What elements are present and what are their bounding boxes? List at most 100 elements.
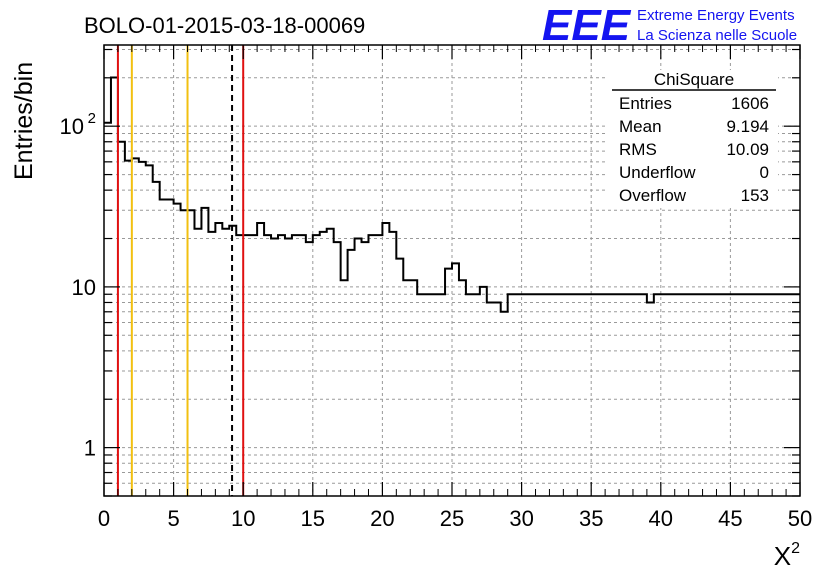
x-tick-label: 50 bbox=[788, 506, 812, 531]
histogram-bin bbox=[271, 239, 278, 496]
histogram-bin bbox=[459, 280, 466, 496]
x-tick-label: 10 bbox=[231, 506, 255, 531]
histogram-bin bbox=[675, 294, 682, 496]
histogram-bin bbox=[473, 294, 480, 496]
histogram-bin bbox=[487, 302, 494, 496]
histogram-bin bbox=[710, 294, 717, 496]
histogram-bin bbox=[222, 229, 229, 496]
histogram-bin bbox=[501, 312, 508, 496]
histogram-bin bbox=[696, 294, 703, 496]
histogram-bin bbox=[598, 294, 605, 496]
histogram-bin bbox=[570, 294, 577, 496]
stats-box-background bbox=[606, 70, 778, 208]
chart-title: BOLO-01-2015-03-18-00069 bbox=[84, 13, 365, 38]
histogram-bin bbox=[515, 294, 522, 496]
histogram-bin bbox=[382, 223, 389, 496]
histogram-bin bbox=[278, 235, 285, 496]
histogram-bin bbox=[723, 294, 730, 496]
histogram-bin bbox=[591, 294, 598, 496]
histogram-bin bbox=[355, 239, 362, 496]
eee-logo: EEE Extreme Energy Events La Scienza nel… bbox=[542, 1, 797, 50]
histogram-bin bbox=[181, 210, 188, 496]
eee-logo-line2: La Scienza nelle Scuole bbox=[637, 27, 797, 44]
histogram-bin bbox=[174, 204, 181, 496]
histogram-bin bbox=[786, 294, 793, 496]
histogram-bin bbox=[452, 263, 459, 496]
histogram-bin bbox=[640, 294, 647, 496]
histogram-outline bbox=[104, 76, 800, 313]
histogram-bin bbox=[751, 294, 758, 496]
histogram-bin bbox=[368, 235, 375, 496]
histogram-bin bbox=[396, 259, 403, 496]
histogram-bin bbox=[313, 235, 320, 496]
histogram-bin bbox=[341, 280, 348, 496]
histogram-bin bbox=[188, 210, 195, 496]
histogram-bin bbox=[647, 302, 654, 496]
histogram-bin bbox=[682, 294, 689, 496]
histogram-bin bbox=[125, 161, 132, 496]
histogram-bin bbox=[348, 250, 355, 496]
histogram-bin bbox=[633, 294, 640, 496]
stats-rows: Entries 1606 Mean 9.194 RMS 10.09 Underflow 0 Ov… bbox=[619, 94, 769, 205]
histogram-bin bbox=[146, 165, 153, 496]
histogram-bin bbox=[257, 223, 264, 496]
x-tick-label: 0 bbox=[98, 506, 110, 531]
histogram-bin bbox=[542, 294, 549, 496]
histogram-bin bbox=[167, 199, 174, 496]
histogram-bin bbox=[389, 232, 396, 496]
histogram-bin bbox=[306, 242, 313, 496]
y-tick-label: 10 bbox=[72, 275, 96, 300]
y-tick-label: 10 bbox=[60, 114, 84, 139]
histogram-bin bbox=[619, 294, 626, 496]
stats-box: ChiSquare Entries 1606 Mean 9.194 RMS 10.09 Un… bbox=[606, 70, 778, 208]
histogram-bin bbox=[807, 294, 814, 496]
histogram-bin bbox=[424, 294, 431, 496]
histogram-bin bbox=[779, 294, 786, 496]
stats-label: Mean bbox=[619, 117, 662, 136]
x-tick-label: 25 bbox=[440, 506, 464, 531]
histogram-bin bbox=[654, 294, 661, 496]
histogram-bin bbox=[549, 294, 556, 496]
histogram-bin bbox=[104, 123, 111, 496]
x-tick-label: 15 bbox=[301, 506, 325, 531]
histogram-bin bbox=[758, 294, 765, 496]
stats-label: RMS bbox=[619, 140, 657, 159]
histogram-bin bbox=[243, 235, 250, 496]
eee-logo-mark: EEE bbox=[542, 1, 632, 50]
histogram-bars bbox=[104, 76, 821, 496]
histogram-bin bbox=[584, 294, 591, 496]
histogram-bin bbox=[772, 294, 779, 496]
histogram-bin bbox=[403, 280, 410, 496]
histogram-bin bbox=[285, 239, 292, 496]
stats-value: 153 bbox=[741, 186, 769, 205]
x-tick-labels: 0 5 10 15 20 25 30 35 40 45 50 bbox=[98, 506, 812, 531]
histogram-bin bbox=[194, 229, 201, 496]
histogram-bin bbox=[814, 294, 821, 496]
histogram-bin bbox=[703, 294, 710, 496]
histogram-bin bbox=[410, 280, 417, 496]
histogram-bin bbox=[208, 232, 215, 496]
x-axis-label-exponent: 2 bbox=[791, 540, 800, 557]
histogram-bin bbox=[299, 235, 306, 496]
histogram-bin bbox=[375, 235, 382, 496]
histogram-bin bbox=[626, 294, 633, 496]
histogram-bin bbox=[153, 182, 160, 496]
histogram-bin bbox=[800, 294, 807, 496]
marker-lines bbox=[116, 45, 245, 496]
histogram-bin bbox=[556, 294, 563, 496]
histogram-bin bbox=[522, 294, 529, 496]
y-axis-label: Entries/bin bbox=[10, 62, 38, 180]
x-tick-label: 20 bbox=[370, 506, 394, 531]
histogram-bin bbox=[264, 235, 271, 496]
histogram-bin bbox=[236, 235, 243, 496]
histogram-bin bbox=[765, 294, 772, 496]
histogram-bin bbox=[466, 294, 473, 496]
histogram-bin bbox=[445, 269, 452, 496]
y-tick-exponent: 2 bbox=[88, 110, 96, 127]
y-tick-label: 1 bbox=[84, 436, 96, 461]
histogram-bin bbox=[737, 294, 744, 496]
histogram-bin bbox=[668, 294, 675, 496]
histogram-bin bbox=[689, 294, 696, 496]
histogram-bin bbox=[716, 294, 723, 496]
